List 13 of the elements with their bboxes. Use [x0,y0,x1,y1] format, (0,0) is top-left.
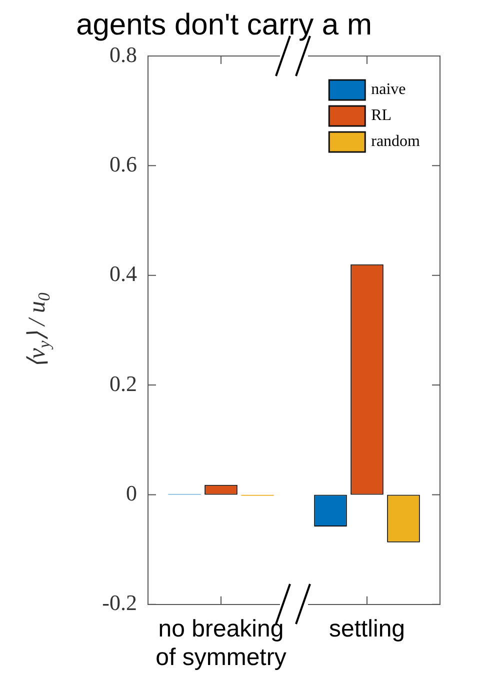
y-tick-label: 0.8 [110,42,137,67]
legend-label: naive [371,81,406,98]
y-tick-label: -0.2 [102,590,137,616]
legend-label: random [371,133,421,150]
y-tick-label: 0.2 [110,370,137,396]
y-tick-label: 0.4 [110,261,137,286]
chart-title: agents don't carry a m [76,8,372,42]
y-tick-label: 0 [126,480,137,506]
legend-label: RL [371,107,392,124]
y-tick-label: 0.6 [110,151,137,176]
x-tick-label: no breaking of symmetry [156,615,286,672]
x-tick-label: settling [328,615,406,642]
y-axis-title: ⟨vy⟩ / u0 [24,292,54,368]
